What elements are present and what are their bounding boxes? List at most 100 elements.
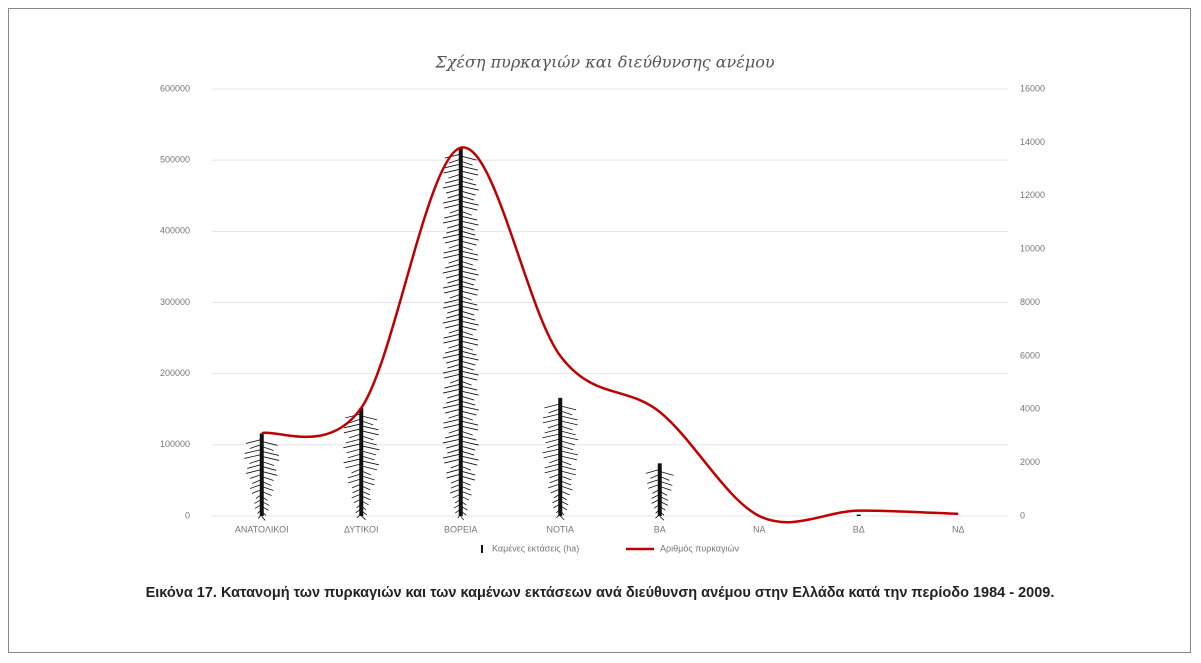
branch: [444, 288, 461, 294]
branch: [450, 478, 461, 484]
branch: [360, 515, 366, 521]
branch: [659, 511, 665, 516]
branch: [254, 504, 262, 509]
branch: [460, 310, 475, 316]
branch: [447, 278, 461, 284]
branch: [560, 505, 568, 511]
branch: [560, 445, 574, 451]
legend-label: Αριθμός πυρκαγιών: [660, 543, 740, 553]
branch: [460, 190, 476, 196]
branch: [647, 478, 660, 484]
branch: [460, 175, 474, 181]
branch: [447, 308, 461, 314]
branch: [361, 420, 374, 426]
branch: [261, 446, 274, 451]
branch: [546, 443, 561, 449]
branch: [361, 460, 380, 466]
branch: [542, 433, 561, 439]
branch: [560, 425, 573, 431]
branch: [460, 450, 475, 456]
branch: [460, 205, 478, 211]
branch: [650, 473, 660, 479]
branch: [543, 413, 561, 419]
branch: [460, 160, 473, 166]
tree-bar: [542, 397, 579, 521]
branch: [560, 430, 576, 436]
branch: [547, 423, 561, 429]
branch: [444, 298, 461, 304]
branch: [446, 228, 461, 234]
branch: [460, 265, 477, 271]
branch: [361, 470, 372, 476]
bar: [558, 397, 563, 516]
branch: [560, 460, 572, 466]
branch: [460, 220, 479, 226]
branch: [460, 355, 479, 361]
branch: [560, 490, 570, 496]
y-tick-label: 400000: [160, 226, 190, 236]
y2-tick-label: 8000: [1020, 297, 1040, 307]
branch: [244, 454, 262, 459]
branch: [460, 260, 474, 266]
branch: [460, 275, 476, 281]
branch: [249, 444, 262, 449]
branch: [249, 474, 262, 479]
branch: [450, 463, 461, 469]
branch: [460, 170, 479, 176]
branch: [460, 470, 476, 476]
y2-tick-label: 16000: [1020, 83, 1045, 93]
branch: [651, 493, 660, 499]
branch: [443, 253, 461, 259]
branch: [442, 303, 461, 309]
branch: [460, 215, 478, 221]
branch: [545, 438, 561, 444]
branch: [444, 433, 461, 439]
branch: [351, 468, 362, 474]
branch: [648, 483, 660, 489]
branch: [443, 333, 461, 339]
caption: Εικόνα 17. Κατανομή των πυρκαγιών και τω…: [145, 585, 1055, 601]
branch: [356, 513, 362, 519]
branch: [249, 484, 262, 489]
branch: [460, 435, 477, 441]
branch: [659, 506, 666, 511]
branch: [460, 300, 478, 306]
branch: [460, 245, 473, 251]
branch: [559, 510, 565, 516]
branch: [448, 158, 461, 164]
legend-swatch: [481, 545, 483, 553]
branch: [361, 510, 368, 516]
branch: [560, 420, 578, 426]
branch: [542, 418, 561, 424]
branch: [449, 378, 461, 384]
branch: [444, 238, 461, 244]
branch: [460, 195, 475, 201]
branch: [261, 486, 274, 491]
branch: [261, 461, 275, 466]
x-tick-label: ΝΔ: [952, 524, 965, 534]
branch: [556, 513, 561, 519]
branch: [460, 225, 475, 231]
branch: [442, 388, 461, 394]
branch: [455, 508, 461, 514]
branch: [442, 283, 461, 289]
branch: [442, 403, 461, 409]
branch: [659, 495, 669, 501]
branch: [460, 235, 479, 241]
chart-title: Σχέση πυρκαγιών και διεύθυνσης ανέμου: [434, 53, 774, 72]
y2-tick-label: 2000: [1020, 457, 1040, 467]
branch: [552, 498, 561, 504]
x-tick-label: ΔΥΤΙΚΟΙ: [344, 524, 379, 534]
branch: [460, 515, 465, 521]
branch: [659, 480, 673, 486]
branch: [445, 348, 461, 354]
branch: [460, 505, 468, 511]
branch: [560, 500, 569, 506]
branch: [352, 483, 362, 489]
branch: [443, 248, 461, 254]
branch: [261, 511, 267, 516]
branch: [651, 498, 660, 504]
bar: [856, 514, 861, 516]
